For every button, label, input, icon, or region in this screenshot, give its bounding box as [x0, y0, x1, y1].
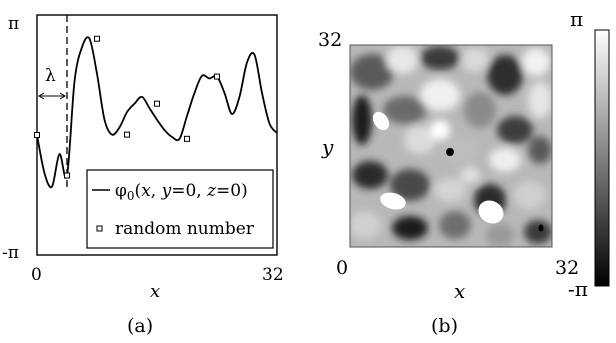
x-right-label: 32	[555, 257, 579, 279]
marker-layer	[34, 35, 220, 179]
x-axis-label-b: x	[454, 279, 465, 303]
random-number-point	[154, 100, 160, 107]
caption-a: (a)	[127, 315, 153, 337]
random-number-point	[94, 35, 100, 42]
colorbar-bottom-label: -π	[568, 277, 588, 301]
x-tick-left: 0	[31, 265, 42, 285]
x-tick-right: 32	[262, 265, 284, 285]
phi0-series-line	[36, 36, 278, 189]
lambda-arrowhead-left	[38, 92, 45, 100]
origin-label: 0	[336, 257, 348, 279]
colorbar	[594, 29, 610, 287]
random-number-point	[64, 172, 70, 179]
panel-a: π -π 0 32 x λ φ0(x, y=0, z=0) random num…	[2, 14, 284, 337]
y-tick-top: π	[8, 14, 19, 34]
y-top-label: 32	[318, 29, 342, 51]
random-number-point	[34, 132, 40, 138]
heatmap-frame	[349, 44, 553, 248]
caption-b: (b)	[431, 315, 458, 337]
panel-b: 32 y 0 32 x π -π (b)	[318, 7, 610, 337]
random-number-point	[124, 131, 130, 138]
random-number-point	[184, 135, 190, 142]
x-axis-label: x	[150, 281, 160, 302]
legend-line-label: φ0(x, y=0, z=0)	[115, 181, 248, 203]
random-number-point	[214, 73, 220, 80]
curve-layer	[36, 36, 278, 189]
lambda-arrowhead-right	[59, 92, 66, 100]
legend-marker-swatch	[96, 225, 103, 232]
lambda-label: λ	[45, 66, 56, 86]
heatmap-image	[350, 45, 552, 247]
y-axis-label: y	[321, 135, 334, 159]
legend: φ0(x, y=0, z=0) random number	[86, 169, 274, 249]
legend-box	[86, 169, 274, 249]
y-tick-bottom: -π	[2, 243, 19, 263]
colorbar-top-label: π	[570, 7, 583, 31]
legend-marker-label: random number	[115, 219, 255, 239]
